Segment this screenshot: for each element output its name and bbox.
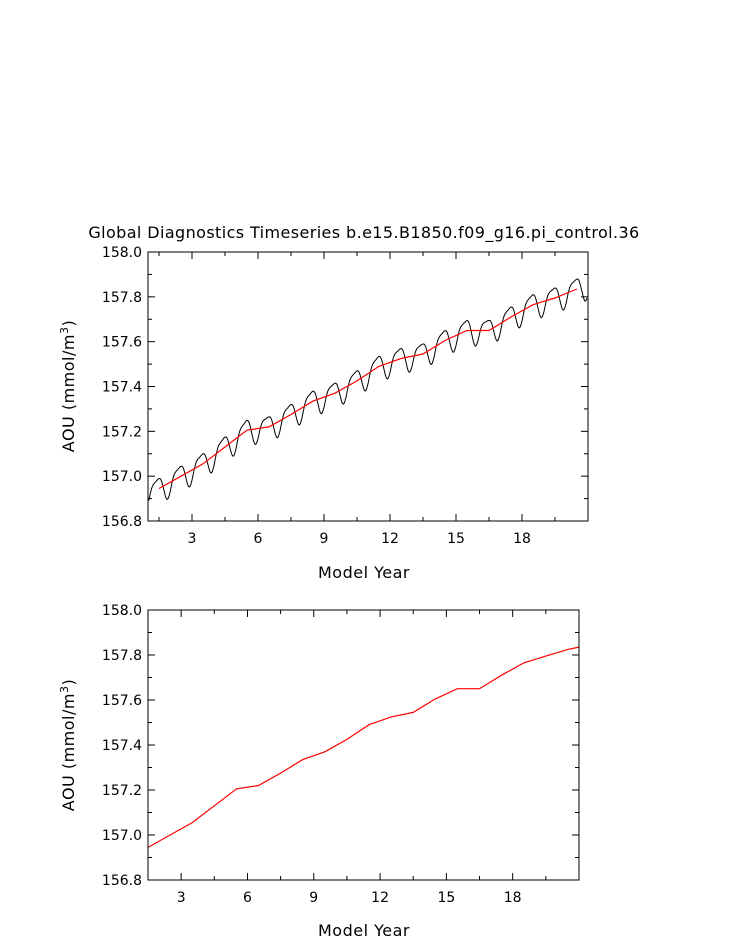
y-axis-label-sup: 3: [58, 686, 71, 694]
monthly-series-line: [148, 278, 588, 501]
x-tick-label: 6: [254, 531, 263, 547]
y-axis-label-sup: 3: [58, 327, 71, 335]
y-axis-label-end: ): [59, 679, 78, 686]
annual-mean-series-line: [158, 288, 578, 490]
plot-frame: [147, 609, 580, 881]
y-axis-label-end: ): [59, 320, 78, 327]
x-tick-label: 3: [177, 890, 186, 906]
y-tick-label: 157.4: [102, 738, 142, 754]
y-tick-label: 158.0: [102, 245, 142, 261]
y-tick-label: 158.0: [102, 603, 142, 619]
x-tick-label: 15: [437, 890, 455, 906]
x-tick-label: 12: [371, 890, 389, 906]
chart-title: Global Diagnostics Timeseries b.e15.B185…: [88, 223, 639, 243]
y-axis-label-text: AOU (mmol/m: [59, 693, 78, 811]
x-tick-label: 15: [447, 531, 465, 547]
y-tick-label: 156.8: [102, 873, 142, 889]
y-tick-label: 157.2: [102, 783, 142, 799]
y-tick-label: 157.6: [102, 335, 142, 351]
y-tick-label: 157.8: [102, 648, 142, 664]
x-tick-label: 12: [381, 531, 399, 547]
x-axis-label: Model Year: [318, 563, 410, 582]
y-axis-label-text: AOU (mmol/m: [59, 334, 78, 452]
top-panel: 156.8 157.0 157.2 157.4 157.6 157.8 158.0 3 6 9 12…: [58, 245, 589, 582]
plot-frame: [147, 251, 589, 522]
y-tick-label: 157.0: [102, 469, 142, 485]
y-axis-label: AOU (mmol/m3): [58, 679, 78, 811]
y-tick-label: 157.4: [102, 380, 142, 396]
annual-mean-series-line: [148, 646, 579, 848]
bottom-panel: 156.8 157.0 157.2 157.4 157.6 157.8 158.0 3 6 9 12…: [58, 603, 580, 940]
x-tick-label: 18: [504, 890, 522, 906]
y-tick-label: 157.0: [102, 828, 142, 844]
x-tick-label: 18: [513, 531, 531, 547]
y-tick-label: 157.2: [102, 424, 142, 440]
y-tick-label: 156.8: [102, 514, 142, 530]
x-tick-label: 9: [320, 531, 329, 547]
x-tick-label: 6: [243, 890, 252, 906]
x-axis-label: Model Year: [318, 921, 410, 940]
x-tick-label: 3: [188, 531, 197, 547]
x-tick-label: 9: [309, 890, 318, 906]
y-tick-label: 157.6: [102, 693, 142, 709]
y-tick-label: 157.8: [102, 290, 142, 306]
y-axis-label: AOU (mmol/m3): [58, 320, 78, 452]
